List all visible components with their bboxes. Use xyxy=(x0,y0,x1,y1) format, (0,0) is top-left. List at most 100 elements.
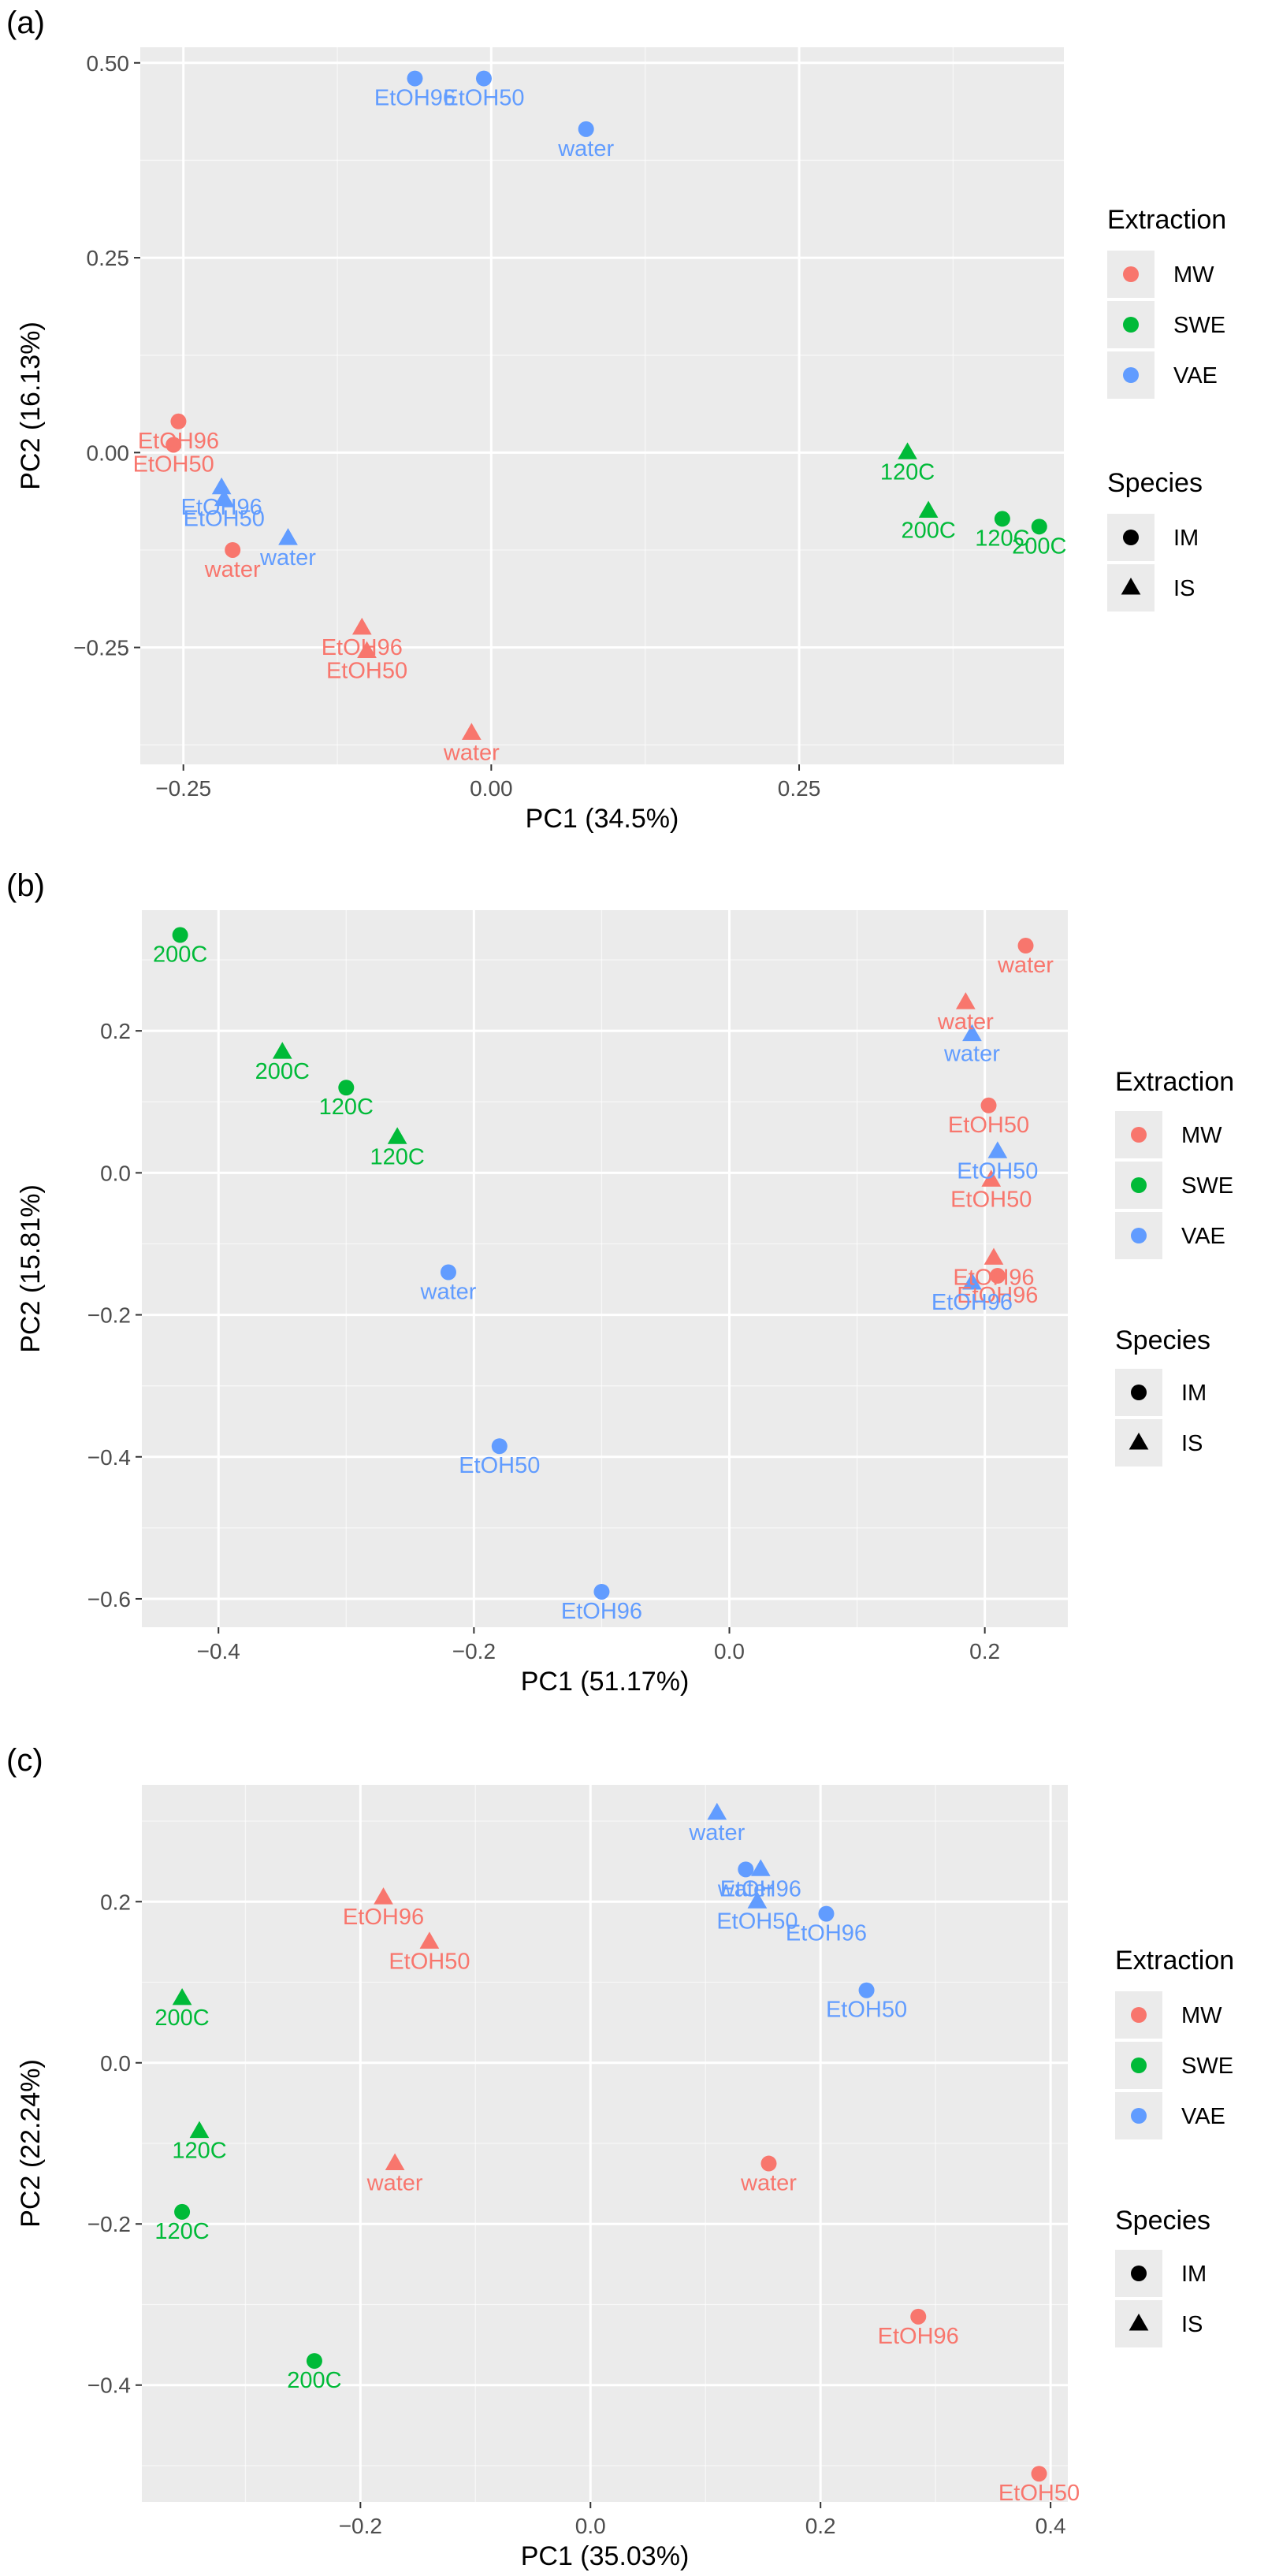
point-label: 200C xyxy=(153,942,207,968)
y-tick-label: −0.2 xyxy=(87,2212,131,2236)
data-point-mw-im xyxy=(225,541,241,558)
data-point-vae-is xyxy=(278,528,298,545)
point-label: EtOH96 xyxy=(786,1921,867,1946)
data-point-mw-im xyxy=(1031,2466,1047,2482)
legend-key-im xyxy=(1123,530,1139,545)
legend-key-mw xyxy=(1131,1127,1147,1143)
y-tick-label: 0.00 xyxy=(87,440,130,465)
data-point-swe-is xyxy=(387,1127,407,1144)
legend-key-swe xyxy=(1131,2057,1147,2073)
legend-key-is xyxy=(1129,2314,1149,2331)
legend-key-mw xyxy=(1131,2007,1147,2023)
data-point-vae-im xyxy=(818,1905,835,1922)
point-label: EtOH50 xyxy=(389,1949,470,1974)
data-point-mw-im xyxy=(760,2155,777,2172)
x-axis-title: PC1 (51.17%) xyxy=(521,1667,690,1697)
data-point-mw-is xyxy=(385,2153,405,2171)
point-label: 200C xyxy=(901,519,955,544)
data-point-swe-is xyxy=(189,2121,210,2139)
point-label: 120C xyxy=(319,1095,374,1120)
legend-label-im: IM xyxy=(1173,526,1199,551)
x-tick-label: 0.00 xyxy=(470,776,513,801)
data-point-vae-im xyxy=(407,70,423,87)
point-label: EtOH50 xyxy=(950,1187,1032,1212)
data-point-vae-is xyxy=(707,1802,727,1820)
legend-key-im xyxy=(1131,1385,1147,1400)
y-tick-label: −0.25 xyxy=(73,636,129,660)
legend-label-is: IS xyxy=(1181,2312,1203,2337)
point-label: water xyxy=(740,2171,797,2196)
point-label: water xyxy=(937,1009,994,1035)
data-point-swe-im xyxy=(994,511,1010,527)
point-label: 120C xyxy=(880,459,935,485)
x-tick-label: −0.2 xyxy=(339,2514,382,2538)
data-point-swe-is xyxy=(918,500,939,518)
point-label: EtOH50 xyxy=(998,2481,1080,2506)
data-point-mw-is xyxy=(351,617,372,635)
legend-key-vae xyxy=(1131,2108,1147,2124)
data-point-swe-is xyxy=(898,442,917,459)
legend-title-species: Species xyxy=(1115,1325,1210,1355)
x-tick-label: 0.0 xyxy=(575,2514,606,2538)
point-label: EtOH50 xyxy=(443,86,524,111)
point-label: water xyxy=(259,545,316,571)
data-point-vae-im xyxy=(858,1982,875,1998)
data-point-swe-im xyxy=(1031,519,1047,535)
data-point-vae-is xyxy=(962,1024,982,1042)
legend-label-mw: MW xyxy=(1173,262,1214,288)
point-label: EtOH96 xyxy=(181,495,262,520)
data-point-mw-is xyxy=(374,1887,393,1905)
point-label: 200C xyxy=(154,2005,209,2031)
data-point-vae-is xyxy=(987,1141,1008,1158)
legend-label-swe: SWE xyxy=(1173,313,1225,338)
point-label: EtOH50 xyxy=(716,1909,798,1934)
point-label: water xyxy=(717,1876,774,1901)
point-label: 120C xyxy=(975,526,1029,551)
data-point-swe-im xyxy=(338,1080,355,1096)
point-label: EtOH50 xyxy=(184,507,265,532)
legend-key-swe xyxy=(1123,317,1139,333)
point-label: water xyxy=(420,1280,477,1305)
chart-panel-3: (c) −0.2 0.0 0.2 0.4 −0.4 −0.2 0.0 0.2 PC1 (35.03… xyxy=(6,1743,1234,2571)
legend-title-extraction: Extraction xyxy=(1107,205,1226,235)
point-label: EtOH96 xyxy=(138,429,219,454)
point-label: water xyxy=(443,740,500,765)
y-tick-label: 0.2 xyxy=(100,1890,131,1914)
data-point-swe-is xyxy=(172,1987,192,2005)
x-tick-label: 0.4 xyxy=(1036,2514,1066,2538)
data-point-vae-im xyxy=(491,1438,508,1455)
data-points: EtOH96EtOH50waterEtOH96EtOH50EtOH96EtOH5… xyxy=(133,70,1066,765)
data-point-mw-is xyxy=(955,992,976,1009)
data-point-vae-is xyxy=(214,489,234,507)
point-label: EtOH96 xyxy=(953,1265,1034,1290)
legend-key-vae xyxy=(1131,1228,1147,1243)
legend-key-im xyxy=(1131,2266,1147,2281)
point-label: water xyxy=(688,1820,745,1846)
data-point-mw-im xyxy=(1017,938,1034,954)
x-tick-label: 0.2 xyxy=(969,1639,1000,1663)
y-tick-label: −0.4 xyxy=(87,2373,131,2398)
legend-label-vae: VAE xyxy=(1181,1224,1225,1249)
y-axis-title: PC2 (16.13%) xyxy=(16,322,46,490)
legend: Extraction MW SWE VAE Species IM IS xyxy=(1115,1067,1234,1466)
data-points: 200C 200C 120C 120C water EtOH50 EtOH96 water wa… xyxy=(153,927,1054,1624)
y-tick-label: −0.6 xyxy=(87,1587,131,1611)
y-axis-title: PC2 (22.24%) xyxy=(16,2059,46,2228)
panel-label: (c) xyxy=(6,1743,43,1778)
data-point-swe-im xyxy=(174,2203,191,2220)
legend: Extraction MW SWE VAE Species IM IS xyxy=(1107,205,1226,611)
plot-background xyxy=(142,910,1068,1627)
data-point-vae-is xyxy=(747,1891,768,1909)
point-label: water xyxy=(557,136,614,162)
data-point-vae-im xyxy=(440,1264,456,1281)
data-point-vae-is xyxy=(750,1859,771,1876)
point-label: EtOH50 xyxy=(948,1113,1029,1138)
y-tick-label: 0.25 xyxy=(87,246,130,270)
data-point-mw-is xyxy=(984,1247,1004,1265)
point-label: EtOH96 xyxy=(931,1290,1013,1315)
panel-label: (a) xyxy=(6,6,45,40)
point-label: 120C xyxy=(370,1144,424,1169)
legend-label-vae: VAE xyxy=(1181,2104,1225,2129)
legend-label-is: IS xyxy=(1173,576,1195,601)
y-tick-label: −0.2 xyxy=(87,1303,131,1328)
